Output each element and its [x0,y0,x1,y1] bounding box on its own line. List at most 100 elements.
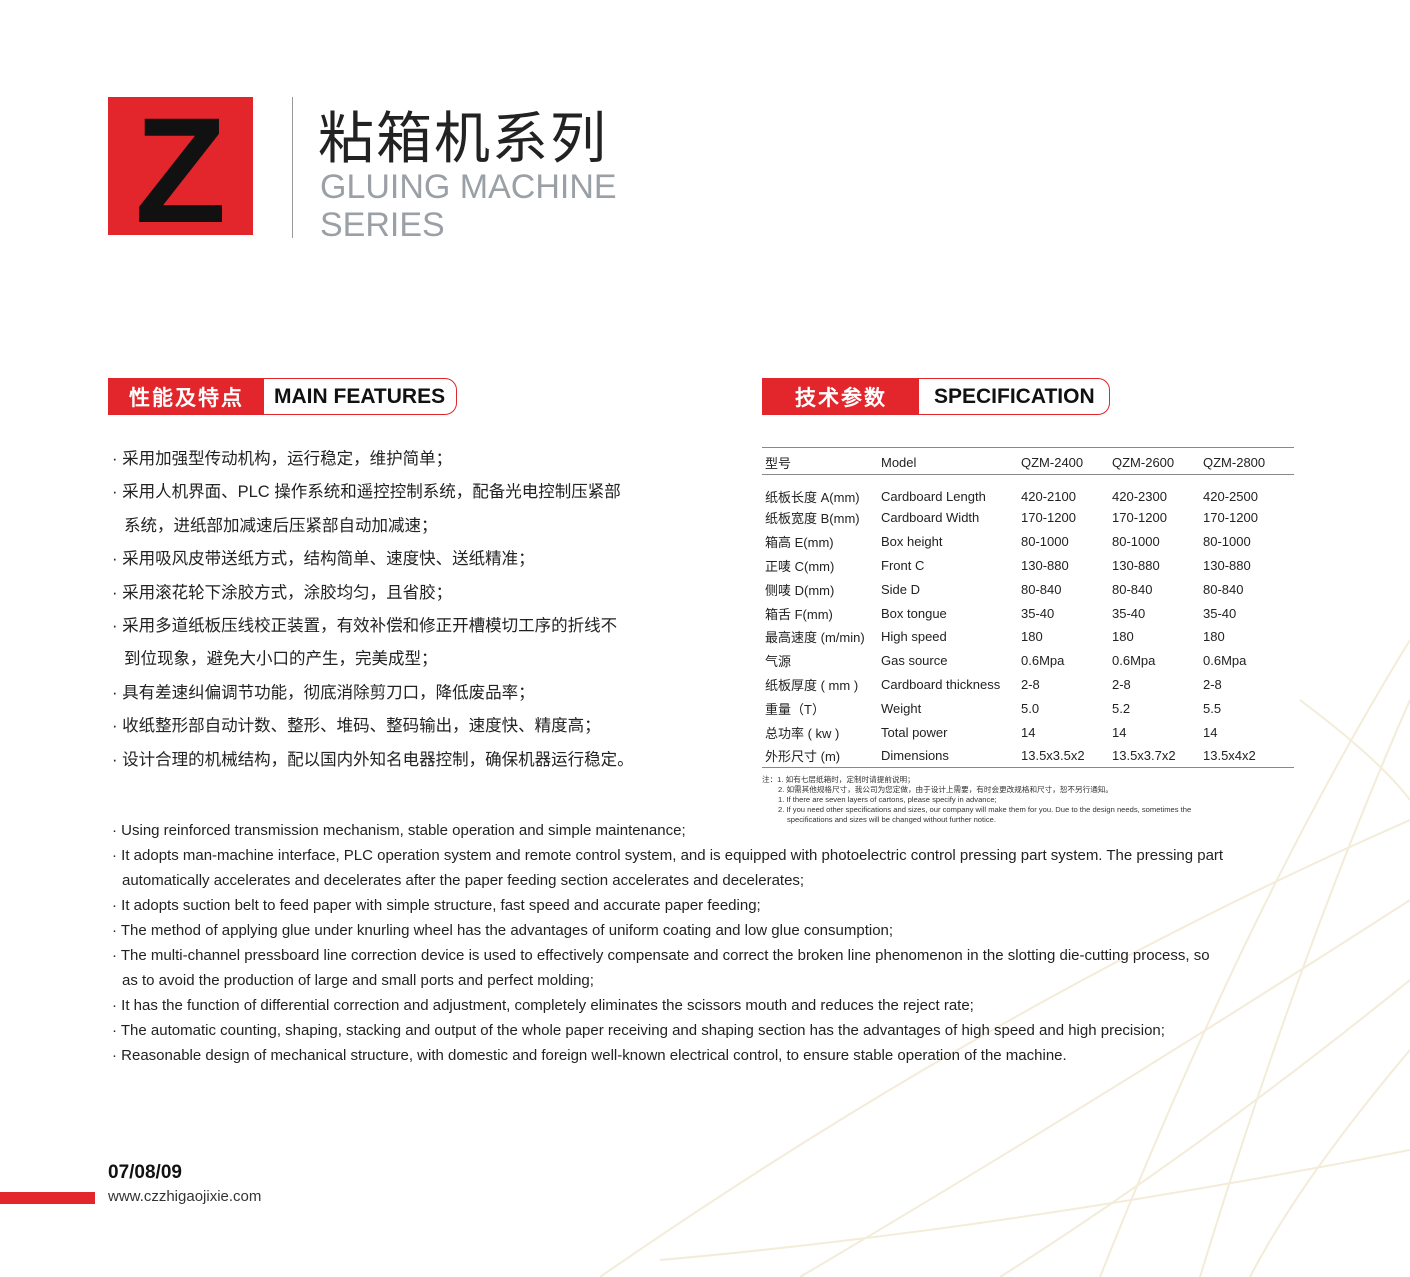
list-item-line: · 收纸整形部自动计数、整形、堆码、整码输出，速度快、精度高； [112,717,601,736]
spec-heading: 技术参数 SPECIFICATION [762,378,1110,415]
table-cell: 180 [1021,629,1043,645]
table-cell: 5.2 [1112,700,1131,716]
table-cell: Gas source [881,653,948,669]
table-cell: 2-8 [1203,676,1222,692]
table-row: 侧唛 D(mm) Side D 80-840 80-840 80-840 [762,577,1294,601]
logo: Z [108,95,253,245]
table-cell: 80-1000 [1203,534,1251,550]
list-item-line: · The multi-channel pressboard line corr… [112,947,1210,964]
list-item: · Using reinforced transmission mechanis… [112,818,1223,843]
list-item: · 采用吸风皮带送纸方式，结构简单、速度快、送纸精准； [112,543,634,576]
table-row: 箱舌 F(mm) Box tongue 35-40 35-40 35-40 [762,601,1294,625]
table-cell: 侧唛 D(mm) [765,582,835,598]
divider [292,97,293,238]
table-cell: 外形尺寸 (m) [765,749,841,765]
table-cell: 5.5 [1203,700,1222,716]
list-item: · 采用人机界面、PLC 操作系统和遥控控制系统，配备光电控制压紧部系统，进纸部… [112,476,634,543]
list-item-line: · 采用滚花轮下涂胶方式，涂胶均匀，且省胶； [112,583,453,602]
list-item-line: · It adopts man-machine interface, PLC o… [112,847,1224,864]
table-cell: 13.5x3.7x2 [1112,748,1176,764]
table-cell: 80-1000 [1112,534,1160,550]
note-line: 2. If you need other specifications and … [778,805,1192,814]
list-item: · 采用多道纸板压线校正装置，有效补偿和修正开槽模切工序的折线不 到位现象，避免大… [112,610,634,677]
table-cell: 14 [1112,724,1127,740]
table-row: 纸板厚度 ( mm ) Cardboard thickness 2-8 2-8 2-8 [762,673,1294,697]
table-cell: 正唛 C(mm) [765,558,835,574]
table-cell: 纸板宽度 B(mm) [765,511,860,527]
column-header: QZM-2800 [1203,455,1266,470]
list-item: · It has the function of differential co… [112,993,1223,1018]
table-cell: 箱高 E(mm) [765,535,834,551]
table-cell: 80-1000 [1021,534,1069,550]
table-cell: 130-880 [1021,557,1069,573]
note-line: specifications and sizes will be changed… [787,815,996,824]
list-item-line: automatically accelerates and decelerate… [122,872,805,889]
table-cell: 0.6Mpa [1112,653,1156,669]
list-item-line: · 采用吸风皮带送纸方式，结构简单、速度快、送纸精准； [112,550,535,569]
table-cell: Weight [881,700,922,716]
spec-notes: 注：1. 如有七层纸箱时，定制时请提前说明； 2. 如需其他规格尺寸，我公司为您定… [762,775,1191,825]
table-cell: 0.6Mpa [1203,653,1247,669]
table-cell: 420-2300 [1112,489,1167,504]
note-line: 1. If there are seven layers of cartons,… [778,795,997,804]
list-item-line: · The automatic counting, shaping, stack… [112,1022,1165,1039]
table-cell: Total power [881,724,948,740]
list-item: · 收纸整形部自动计数、整形、堆码、整码输出，速度快、精度高； [112,710,634,743]
table-cell: 纸板长度 A(mm) [765,490,860,505]
table-cell: 170-1200 [1112,510,1167,526]
table-cell: 35-40 [1112,605,1146,621]
list-item: · 采用加强型传动机构，运行稳定，维护简单； [112,443,634,476]
list-item: · It adopts man-machine interface, PLC o… [112,843,1223,893]
list-item: · The multi-channel pressboard line corr… [112,943,1223,993]
list-item-line: · Reasonable design of mechanical struct… [112,1047,1067,1064]
table-row: 总功率 ( kw ) Total power 14 14 14 [762,720,1294,744]
table-cell: 170-1200 [1021,510,1076,526]
table-row: 纸板长度 A(mm) Cardboard Length 420-2100 420-23… [762,475,1294,507]
features-list-en: · Using reinforced transmission mechanis… [112,818,1223,1068]
table-cell: 80-840 [1021,581,1062,597]
table-cell: 13.5x3.5x2 [1021,748,1085,764]
table-cell: 总功率 ( kw ) [765,725,840,741]
table-cell: 180 [1112,629,1134,645]
column-header: 型号 [765,456,792,471]
features-heading: 性能及特点 MAIN FEATURES [108,378,457,415]
table-cell: 420-2500 [1203,489,1258,504]
list-item: · The method of applying glue under knur… [112,918,1223,943]
list-item-line: · 采用加强型传动机构，运行稳定，维护简单； [112,450,453,468]
table-row: 最高速度 (m/min) High speed 180 180 180 [762,625,1294,649]
table-cell: 最高速度 (m/min) [765,630,865,646]
column-header: Model [881,455,917,470]
list-item: · 具有差速纠偏调节功能，彻底消除剪刀口，降低废品率； [112,677,634,710]
list-item-line: · 采用人机界面、PLC 操作系统和遥控控制系统，配备光电控制压紧部 [112,483,621,502]
table-cell: 14 [1203,724,1218,740]
table-row: 外形尺寸 (m) Dimensions 13.5x3.5x2 13.5x3.7x2 13… [762,744,1294,768]
table-cell: 箱舌 F(mm) [765,606,833,622]
table-cell: Box height [881,534,943,550]
table-cell: Cardboard Width [881,510,980,526]
list-item: · Reasonable design of mechanical struct… [112,1043,1223,1068]
page-subtitle: GLUING MACHINE SERIES [320,168,617,244]
list-item-line: 系统，进纸部加减速后压紧部自动加减速； [124,516,438,535]
list-item-line: · It adopts suction belt to feed paper w… [112,897,761,914]
list-item-line: as to avoid the production of large and … [122,972,594,989]
table-cell: 13.5x4x2 [1203,748,1256,764]
list-item: · 设计合理的机械结构，配以国内外知名电器控制，确保机器运行稳定。 [112,744,634,777]
table-cell: 重量（T） [765,701,825,717]
table-row: 箱高 E(mm) Box height 80-1000 80-1000 80-1000 [762,530,1294,554]
table-cell: 2-8 [1112,676,1131,692]
list-item-line: · Using reinforced transmission mechanis… [112,822,686,839]
table-cell: 80-840 [1112,581,1153,597]
features-list-cn: · 采用加强型传动机构，运行稳定，维护简单； · 采用人机界面、PLC 操作系统和… [112,443,634,777]
list-item-line: · 采用多道纸板压线校正装置，有效补偿和修正开槽模切工序的折线不 [112,617,618,636]
table-cell: Box tongue [881,605,947,621]
list-item-line: · The method of applying glue under knur… [112,922,894,939]
list-item-line: · It has the function of differential co… [112,997,974,1014]
list-item-line: · 设计合理的机械结构，配以国内外知名电器控制，确保机器运行稳定。 [112,750,634,769]
list-item: · The automatic counting, shaping, stack… [112,1018,1223,1043]
table-cell: Side D [881,581,921,597]
table-cell: Front C [881,557,925,573]
table-cell: 35-40 [1021,605,1055,621]
accent-bar [0,1192,95,1204]
list-item-line: · 具有差速纠偏调节功能，彻底消除剪刀口，降低废品率； [112,683,535,702]
table-cell: 14 [1021,724,1036,740]
